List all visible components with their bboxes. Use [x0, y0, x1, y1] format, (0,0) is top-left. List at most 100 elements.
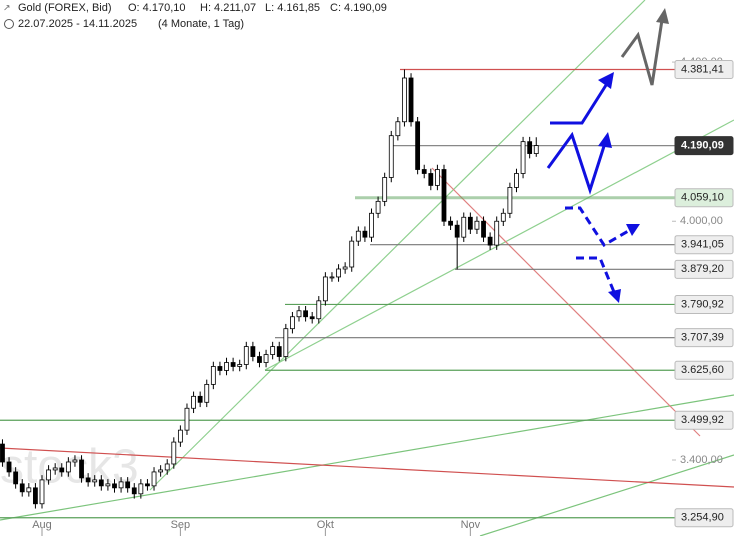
candle-body [204, 383, 210, 403]
candle-body [369, 212, 374, 238]
price-label-box [674, 508, 734, 528]
price-label: 3.790,92 [681, 298, 724, 310]
arrow [576, 256, 616, 293]
arrow [565, 206, 631, 248]
candle-body [164, 463, 170, 471]
price-label-box [674, 59, 734, 79]
candle-body [217, 366, 223, 371]
x-tick-label: Nov [461, 519, 481, 531]
candle-body [309, 316, 315, 320]
candle-body [72, 459, 78, 463]
candle-body [158, 469, 164, 473]
candle-body [481, 220, 486, 238]
price-label-box [674, 360, 734, 380]
candle-body [461, 216, 467, 238]
header-high: H: 4.211,07 [200, 2, 256, 14]
candle-body [197, 395, 203, 403]
price-label: 3.707,39 [681, 332, 724, 344]
trendline [0, 447, 734, 488]
candle-body [243, 346, 249, 365]
candles [0, 69, 539, 509]
candle-body [79, 459, 84, 479]
candle-body [329, 276, 335, 279]
trendline [431, 167, 701, 437]
candle-body [59, 467, 65, 473]
candle-body [250, 346, 256, 357]
period: (4 Monate, 1 Tag) [158, 18, 244, 30]
arrowhead [626, 224, 640, 236]
candle-body [388, 135, 394, 178]
price-label-box [674, 410, 734, 430]
candle-body [514, 173, 519, 188]
trendline [0, 394, 734, 521]
arrowhead [598, 72, 614, 89]
candle-body [125, 481, 131, 489]
price-label: 4.381,41 [681, 63, 724, 75]
candle-body [316, 300, 322, 320]
price-label: 4.190,09 [681, 140, 724, 152]
price-label-box [674, 294, 734, 314]
candle-body [13, 471, 19, 485]
price-label: 4.059,10 [681, 192, 724, 204]
candle-body [39, 479, 45, 505]
candle-body [184, 407, 190, 431]
date-range: 22.07.2025 - 14.11.2025 [18, 18, 137, 30]
candle-body [145, 483, 150, 487]
candle-body [507, 187, 513, 214]
arrowhead [608, 289, 621, 303]
candle-body [296, 310, 302, 318]
header-open: O: 4.170,10 [128, 2, 186, 14]
clock-icon [4, 19, 14, 29]
price-label: 3.499,92 [681, 414, 724, 426]
candle-body [448, 220, 453, 226]
candle-body [191, 395, 196, 409]
candle-body [500, 212, 506, 222]
candle-body [270, 346, 276, 355]
candle-body [382, 177, 388, 202]
arrowhead [656, 8, 669, 24]
candle-body [151, 471, 157, 487]
price-label-box [674, 136, 734, 156]
candle-body [46, 469, 51, 481]
candle-body [224, 362, 229, 371]
candle-body [210, 366, 216, 385]
candle-body [487, 236, 493, 246]
price-axis: 4.400,004.000,003.400,00AugSepOktNov4.38… [32, 56, 734, 536]
candle-body [65, 461, 71, 473]
price-label-box [674, 259, 734, 279]
price-label-box [674, 235, 734, 255]
candle-body [112, 483, 117, 489]
arrow [550, 81, 610, 125]
header-close: C: 4.190,09 [330, 2, 387, 14]
candle-body [283, 328, 289, 357]
forecast-arrows [546, 8, 669, 303]
candle-body [237, 364, 243, 367]
candle-body [85, 477, 91, 483]
price-label: 3.625,60 [681, 364, 724, 376]
candle-body [527, 141, 533, 154]
price-label-box [674, 188, 734, 208]
candle-body [6, 461, 12, 473]
header-low: L: 4.161,85 [265, 2, 320, 14]
candle-body [322, 276, 328, 302]
candle-body [171, 441, 177, 465]
candle-body [290, 316, 295, 330]
price-label-box [674, 328, 734, 348]
trendline [479, 454, 734, 536]
candle-body [441, 169, 447, 222]
candle-body [257, 356, 262, 363]
candle-body [336, 268, 341, 278]
candle-body [494, 220, 500, 246]
candle-body [19, 483, 25, 493]
candle-body [362, 230, 368, 238]
candle-body [428, 173, 434, 186]
x-tick-label: Okt [317, 519, 334, 531]
candle-body [303, 310, 309, 318]
candle-body [342, 266, 348, 270]
candle-body [533, 145, 539, 154]
candle-body [349, 240, 355, 268]
candle-body [395, 121, 401, 137]
candle-body [131, 487, 137, 495]
price-label: 3.879,20 [681, 263, 724, 275]
